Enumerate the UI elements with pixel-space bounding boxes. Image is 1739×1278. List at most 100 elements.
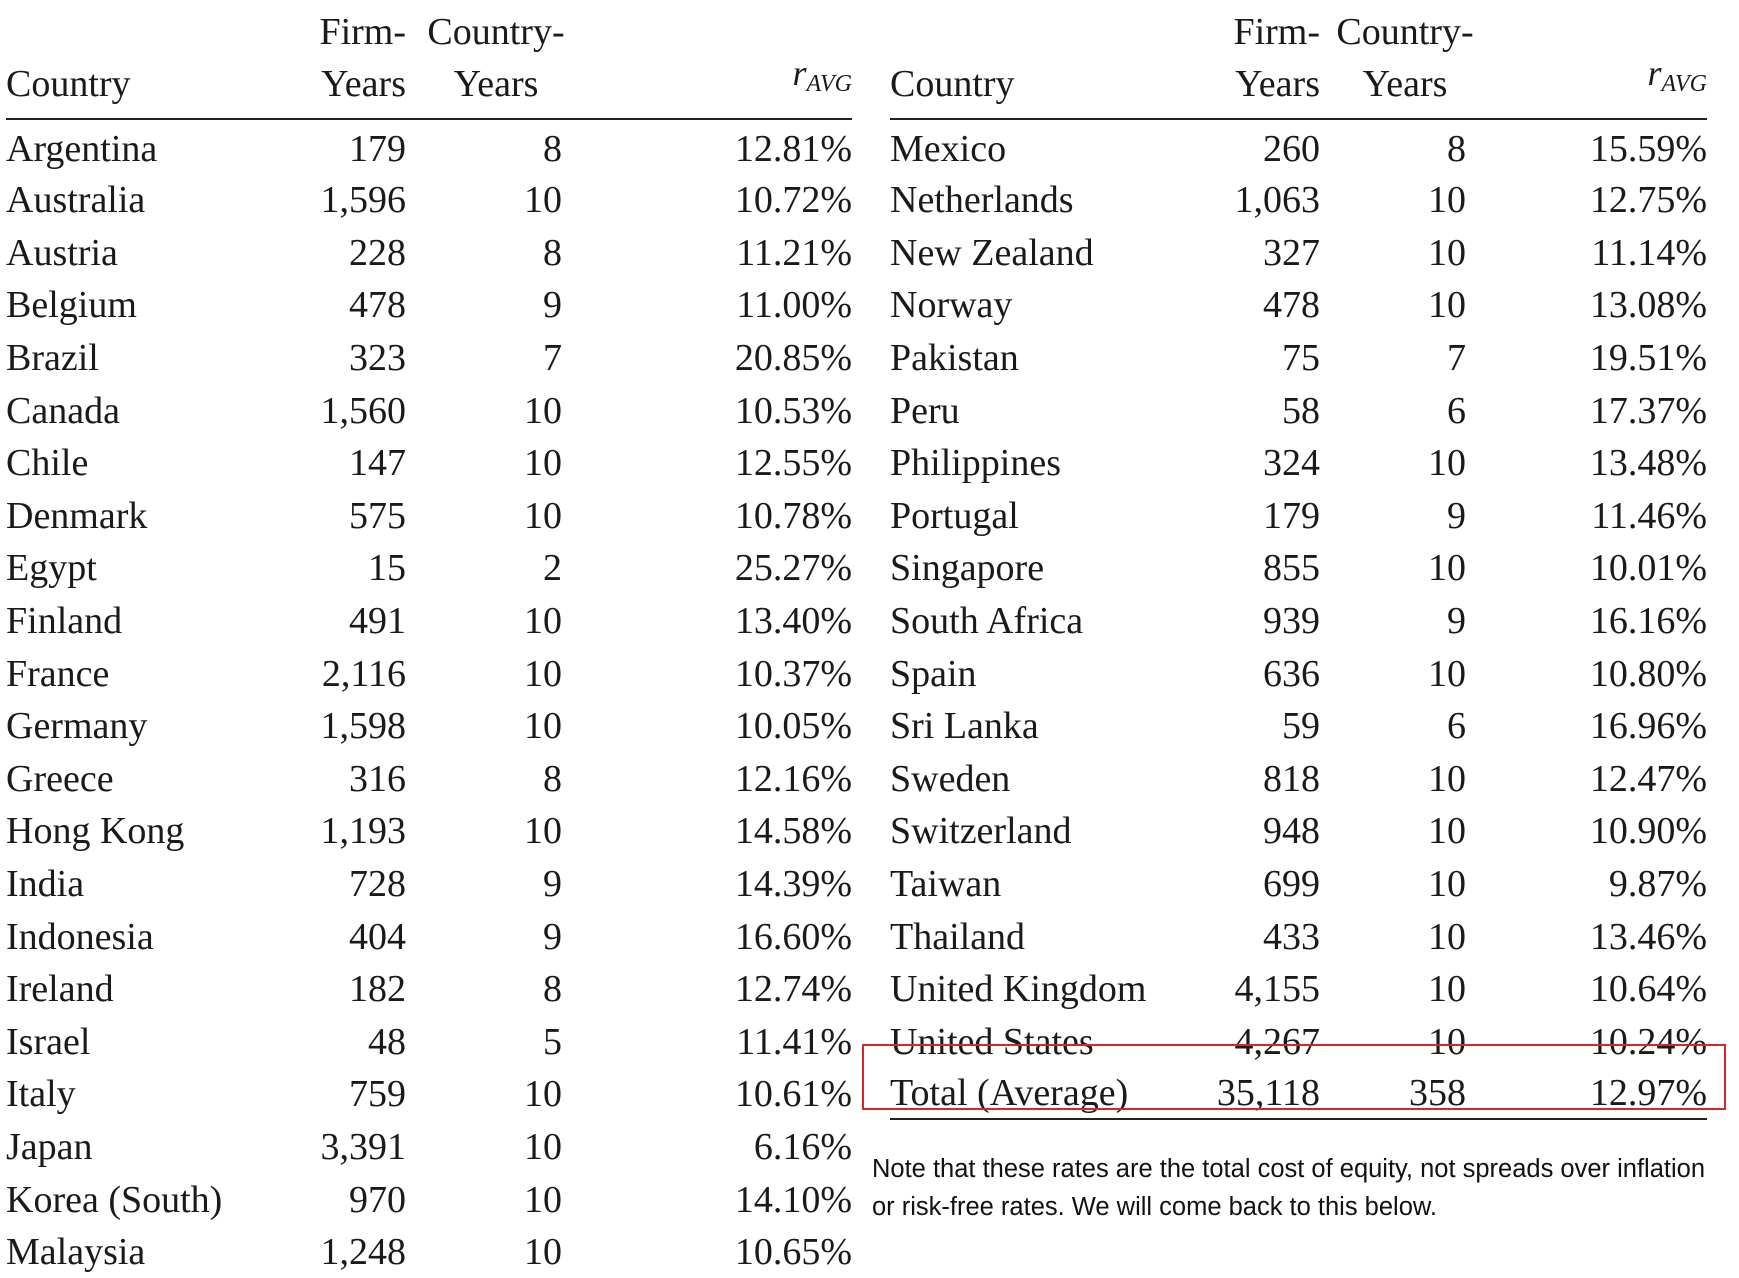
cell-firm-years: 855 xyxy=(1263,547,1320,590)
cell-country: Finland xyxy=(6,600,123,643)
cell-country-years: 10 xyxy=(524,442,562,485)
cell-firm-years: 575 xyxy=(349,494,406,537)
cell-country-years: 10 xyxy=(524,600,562,643)
header-country-years: Country- Years xyxy=(427,11,565,105)
cell-firm-years: 48 xyxy=(368,1020,406,1063)
cell-country: Netherlands xyxy=(890,179,1074,222)
cell-r-avg: 20.85% xyxy=(734,337,852,380)
cell-r-avg: 17.37% xyxy=(1589,389,1707,432)
table-row: United Kingdom 4,155 10 10.64% xyxy=(890,963,1707,1016)
cell-country: Spain xyxy=(890,652,977,695)
cell-country-years: 10 xyxy=(524,1073,562,1116)
cell-firm-years: 228 xyxy=(349,231,406,274)
cell-firm-years: 316 xyxy=(349,757,406,800)
total-country-years: 358 xyxy=(1320,1068,1490,1121)
cell-r-avg: 11.00% xyxy=(736,284,852,327)
table-row: New Zealand 327 10 11.14% xyxy=(890,227,1707,280)
cell-firm-years: 260 xyxy=(1263,128,1320,170)
cell-country-years: 10 xyxy=(524,810,562,853)
cell-country: Switzerland xyxy=(890,810,1072,853)
cell-firm-years: 1,598 xyxy=(320,705,407,748)
cell-firm-years: 970 xyxy=(349,1178,406,1221)
cell-country-years: 9 xyxy=(543,863,562,906)
cell-country: Peru xyxy=(890,389,960,432)
cell-r-avg: 16.96% xyxy=(1589,705,1707,748)
table-row: Spain 636 10 10.80% xyxy=(890,647,1707,700)
total-row: Total (Average) 35,118 358 12.97% xyxy=(890,1068,1707,1121)
cell-r-avg: 11.46% xyxy=(1591,494,1707,537)
table-row: Denmark 575 10 10.78% xyxy=(6,490,852,543)
cell-country-years: 9 xyxy=(1447,494,1466,537)
cell-firm-years: 433 xyxy=(1263,915,1320,958)
cell-r-avg: 13.40% xyxy=(734,600,852,643)
cell-country-years: 10 xyxy=(524,494,562,537)
table-footer: Total (Average) 35,118 358 12.97% xyxy=(890,1068,1707,1121)
table-row: Portugal 179 9 11.46% xyxy=(890,490,1707,543)
cell-firm-years: 948 xyxy=(1263,810,1320,853)
cell-country: Argentina xyxy=(6,128,158,170)
table-row: Taiwan 699 10 9.87% xyxy=(890,858,1707,911)
cell-country-years: 10 xyxy=(1428,863,1466,906)
cell-country: Korea (South) xyxy=(6,1178,223,1221)
table-row: Sri Lanka 59 6 16.96% xyxy=(890,700,1707,753)
cell-country: Israel xyxy=(6,1020,91,1063)
cell-r-avg: 10.78% xyxy=(734,494,852,537)
table-row: Israel 48 5 11.41% xyxy=(6,1016,852,1069)
total-firm-years: 35,118 xyxy=(1190,1068,1320,1121)
cell-firm-years: 1,248 xyxy=(320,1231,407,1274)
cell-r-avg: 10.64% xyxy=(1589,968,1707,1011)
header-country: Country xyxy=(6,63,131,105)
cell-country: Belgium xyxy=(6,284,137,327)
cell-country-years: 8 xyxy=(1447,128,1466,170)
cell-country-years: 2 xyxy=(543,547,562,590)
cell-r-avg: 10.90% xyxy=(1589,810,1707,853)
table-row: United States 4,267 10 10.24% xyxy=(890,1016,1707,1069)
cell-r-avg: 12.47% xyxy=(1589,757,1707,800)
header-firm-years: Firm- Years xyxy=(1233,11,1320,105)
table-row: Greece 316 8 12.16% xyxy=(6,753,852,806)
cell-country: India xyxy=(6,863,85,906)
cell-r-avg: 14.58% xyxy=(734,810,852,853)
cell-firm-years: 1,193 xyxy=(320,810,407,853)
table-row: Indonesia 404 9 16.60% xyxy=(6,910,852,963)
cell-r-avg: 6.16% xyxy=(753,1125,852,1168)
table-row: Netherlands 1,063 10 12.75% xyxy=(890,174,1707,227)
cell-country: Chile xyxy=(6,442,89,485)
cell-country-years: 10 xyxy=(1428,284,1466,327)
table-header: Country Firm- Years Country- Years rAVG xyxy=(890,6,1707,119)
cell-firm-years: 324 xyxy=(1263,442,1320,485)
table-row: Korea (South) 970 10 14.10% xyxy=(6,1173,852,1226)
cell-country: United States xyxy=(890,1020,1094,1063)
cell-country-years: 10 xyxy=(1428,757,1466,800)
cell-country: Egypt xyxy=(6,547,97,590)
cell-country: Taiwan xyxy=(890,863,1002,906)
table-row: Germany 1,598 10 10.05% xyxy=(6,700,852,753)
cell-country-years: 10 xyxy=(524,705,562,748)
table-row: Ireland 182 8 12.74% xyxy=(6,963,852,1016)
cell-r-avg: 13.48% xyxy=(1589,442,1707,485)
cell-country: Greece xyxy=(6,757,114,800)
cell-r-avg: 19.51% xyxy=(1589,337,1707,380)
cell-r-avg: 10.72% xyxy=(734,179,852,222)
cell-country-years: 10 xyxy=(1428,179,1466,222)
cell-firm-years: 179 xyxy=(1263,494,1320,537)
cell-country-years: 7 xyxy=(543,337,562,380)
cell-r-avg: 15.59% xyxy=(1589,128,1707,170)
cell-r-avg: 14.39% xyxy=(734,863,852,906)
cell-firm-years: 818 xyxy=(1263,757,1320,800)
cell-country: Indonesia xyxy=(6,915,154,958)
cell-r-avg: 10.80% xyxy=(1589,652,1707,695)
cell-firm-years: 75 xyxy=(1282,337,1320,380)
cell-country: Austria xyxy=(6,231,118,274)
cell-country-years: 9 xyxy=(543,915,562,958)
table-header: Country Firm- Years Country- Years rAVG xyxy=(6,6,852,119)
table-body-right: Mexico 260 8 15.59% Netherlands 1,063 10 12.75%… xyxy=(890,119,1707,1068)
cell-country-years: 10 xyxy=(524,1125,562,1168)
cell-country-years: 10 xyxy=(1428,652,1466,695)
cell-r-avg: 16.60% xyxy=(734,915,852,958)
cell-firm-years: 147 xyxy=(349,442,406,485)
cell-r-avg: 12.55% xyxy=(734,442,852,485)
cell-country-years: 10 xyxy=(1428,231,1466,274)
table-row: Belgium 478 9 11.00% xyxy=(6,279,852,332)
cell-firm-years: 478 xyxy=(1263,284,1320,327)
